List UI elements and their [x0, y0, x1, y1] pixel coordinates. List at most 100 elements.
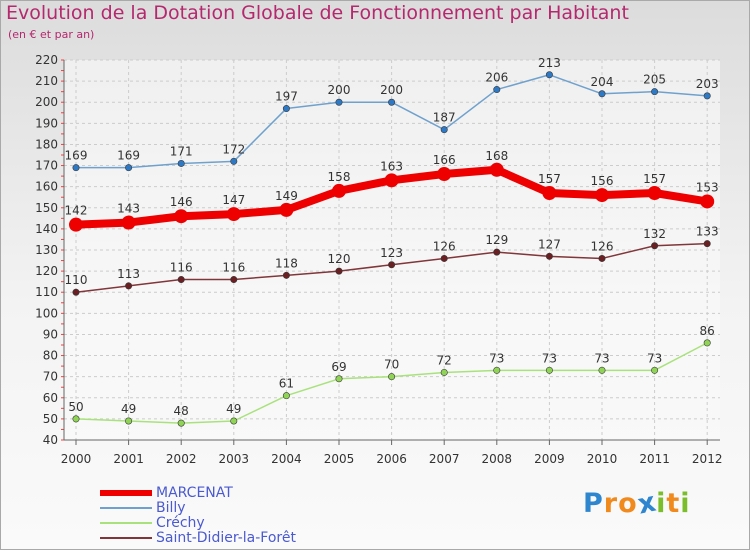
data-label: 73: [594, 351, 609, 365]
data-point: [545, 71, 553, 79]
data-point: [703, 240, 711, 248]
x-tick-label: 2006: [376, 452, 407, 466]
data-label: 120: [328, 252, 351, 266]
y-tick-label: 190: [35, 116, 58, 130]
x-tick-label: 2011: [639, 452, 670, 466]
data-label: 133: [696, 225, 719, 239]
data-point: [332, 183, 346, 198]
data-label: 116: [222, 261, 245, 275]
logo-letter: P: [583, 488, 604, 519]
data-point: [440, 368, 448, 376]
data-label: 153: [696, 180, 719, 194]
data-label: 206: [485, 71, 508, 85]
data-point: [545, 252, 553, 260]
data-point: [651, 242, 659, 250]
data-label: 204: [591, 75, 614, 89]
y-tick-label: 160: [35, 180, 58, 194]
data-label: 158: [328, 170, 351, 184]
data-point: [335, 267, 343, 275]
data-point: [282, 271, 290, 279]
chart-subtitle: (en € et par an): [8, 28, 95, 41]
data-point: [125, 282, 133, 290]
data-point: [226, 207, 241, 222]
y-tick-label: 70: [43, 370, 58, 384]
x-tick-label: 2003: [219, 452, 250, 466]
x-tick-label: 2002: [166, 452, 197, 466]
data-point: [700, 194, 715, 209]
data-label: 200: [328, 83, 351, 97]
data-point: [335, 375, 343, 383]
data-label: 73: [647, 351, 662, 365]
logo-letter: i: [656, 488, 667, 519]
series-billy: 169 169 171 172 197 200 200 187 206 213 204 205 203: [65, 56, 719, 172]
y-tick-label: 150: [35, 201, 58, 215]
data-point: [279, 202, 294, 217]
legend-item-billy[interactable]: Billy: [100, 500, 186, 516]
data-point: [72, 415, 80, 423]
x-tick-label: 2007: [429, 452, 460, 466]
data-label: 187: [433, 111, 456, 125]
data-label: 169: [65, 149, 88, 163]
data-label: 126: [433, 239, 456, 253]
data-point: [545, 366, 553, 374]
legend-item-marcenat[interactable]: MARCENAT: [100, 485, 233, 501]
legend-item-crechy[interactable]: Créchy: [100, 515, 205, 531]
data-point: [177, 276, 185, 284]
data-point: [493, 366, 501, 374]
y-tick-label: 40: [43, 433, 58, 447]
data-label: 69: [331, 360, 346, 374]
data-label: 213: [538, 56, 561, 70]
logo-letter: o: [618, 488, 638, 519]
data-label: 48: [174, 404, 189, 418]
data-label: 110: [65, 273, 88, 287]
y-tick-label: 100: [35, 306, 58, 320]
data-label: 123: [380, 246, 403, 260]
data-label: 157: [643, 172, 666, 186]
y-tick-label: 80: [43, 349, 58, 363]
logo-letter: i: [680, 488, 691, 519]
y-tick-label: 60: [43, 391, 58, 405]
data-label: 163: [380, 159, 403, 173]
data-point: [388, 98, 396, 106]
data-point: [598, 254, 606, 262]
data-point: [230, 276, 238, 284]
proxiti-logo: Proxiti: [583, 486, 691, 520]
x-tick-label: 2012: [692, 452, 723, 466]
data-label: 171: [170, 144, 193, 158]
data-label: 50: [68, 400, 83, 414]
data-point: [598, 90, 606, 98]
data-label: 61: [279, 377, 294, 391]
data-point: [177, 419, 185, 427]
legend-label-saint-didier: Saint-Didier-la-Forêt: [156, 530, 296, 546]
data-label: 116: [170, 261, 193, 275]
y-tick-label: 140: [35, 222, 58, 236]
data-label: 156: [591, 174, 614, 188]
y-tick-label: 90: [43, 327, 58, 341]
legend-label-marcenat: MARCENAT: [156, 485, 233, 501]
data-label: 49: [121, 402, 136, 416]
x-tick-label: 2009: [534, 452, 565, 466]
data-point: [440, 254, 448, 262]
y-tick-label: 120: [35, 264, 58, 278]
data-point: [493, 86, 501, 94]
y-tick-label: 220: [35, 53, 58, 67]
data-label: 197: [275, 90, 298, 104]
data-label: 147: [222, 193, 245, 207]
data-point: [72, 288, 80, 296]
y-tick-label: 50: [43, 412, 58, 426]
data-label: 129: [485, 233, 508, 247]
data-point: [651, 366, 659, 374]
data-point: [69, 217, 83, 232]
series-saint-didier-la-foret: 110 113 116 116 118 120 123 126 129 127 126 132 133: [65, 225, 719, 296]
legend-item-saint-didier[interactable]: Saint-Didier-la-Forêt: [100, 530, 296, 546]
y-tick-label: 170: [35, 159, 58, 173]
series-crechy: 50 49 48 49 61 69 70 72 73 73 73 73 86: [68, 324, 715, 427]
data-point: [595, 188, 609, 203]
data-point: [703, 339, 711, 347]
data-point: [125, 164, 133, 172]
chart-title: Evolution de la Dotation Globale de Fonc…: [6, 2, 629, 24]
legend-swatch-marcenat: [100, 490, 152, 496]
data-point: [598, 366, 606, 374]
data-label: 205: [643, 73, 666, 87]
